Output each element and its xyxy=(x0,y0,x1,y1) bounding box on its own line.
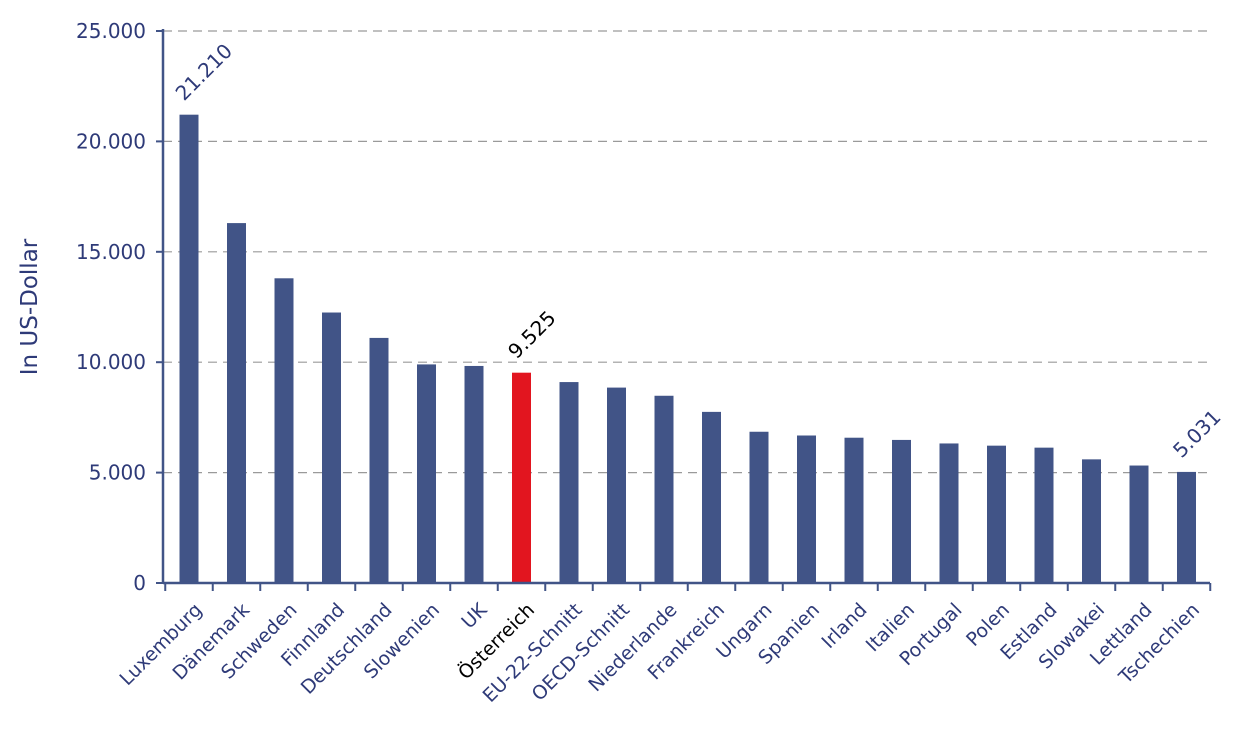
bar-5 xyxy=(417,364,436,583)
y-tick-label: 25.000 xyxy=(76,19,146,43)
bar-18 xyxy=(1034,447,1054,583)
bar-19 xyxy=(1082,459,1101,583)
bar-14 xyxy=(844,437,864,583)
bar-20 xyxy=(1129,465,1149,583)
data-label: 9.525 xyxy=(503,306,560,363)
data-label: 5.031 xyxy=(1168,405,1225,462)
y-tick-label: 5.000 xyxy=(89,461,146,485)
bar-7 xyxy=(512,372,531,583)
bar-12 xyxy=(749,431,769,583)
bar-2 xyxy=(274,278,294,583)
y-axis-title: In US-Dollar xyxy=(17,238,43,375)
y-tick-label: 15.000 xyxy=(76,240,146,264)
y-tick-label: 10.000 xyxy=(76,350,146,374)
bar-10 xyxy=(654,395,674,583)
bar-16 xyxy=(939,443,959,583)
bar-21 xyxy=(1177,471,1196,583)
bar-6 xyxy=(464,365,484,583)
y-tick-label: 20.000 xyxy=(76,129,146,153)
bar-1 xyxy=(227,223,246,583)
gridlines xyxy=(163,30,1210,474)
data-label: 21.210 xyxy=(171,39,237,105)
bar-17 xyxy=(987,445,1006,583)
axes xyxy=(161,29,1212,591)
y-tick-label: 0 xyxy=(133,571,146,595)
bar-4 xyxy=(369,337,389,583)
bar-11 xyxy=(702,411,721,583)
bar-0 xyxy=(179,114,199,583)
bar-8 xyxy=(559,382,579,583)
bar-3 xyxy=(322,312,341,583)
x-axis-labels: LuxemburgDänemarkSchwedenFinnlandDeutsch… xyxy=(115,598,1204,707)
x-tick-label: Irland xyxy=(817,599,871,653)
bar-9 xyxy=(607,387,626,583)
bars xyxy=(179,114,1196,583)
bar-13 xyxy=(797,435,816,583)
x-tick-label: UK xyxy=(457,599,492,634)
bar-15 xyxy=(892,439,911,583)
y-axis-ticks: 0 5.000 10.000 15.000 20.000 25.000 xyxy=(76,19,163,595)
